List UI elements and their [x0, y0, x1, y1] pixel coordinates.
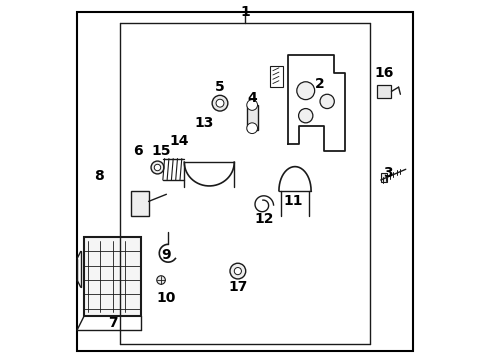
Text: 5: 5 [215, 80, 225, 94]
Text: 6: 6 [133, 144, 143, 158]
Text: 11: 11 [284, 194, 303, 208]
Text: 7: 7 [108, 316, 118, 330]
Bar [381, 173, 387, 182]
Text: 4: 4 [247, 91, 257, 105]
Circle shape [151, 161, 164, 174]
Circle shape [216, 99, 224, 107]
Text: 8: 8 [94, 170, 103, 184]
Text: 17: 17 [228, 280, 247, 294]
Text: 1: 1 [240, 5, 250, 19]
Circle shape [157, 276, 165, 284]
Circle shape [230, 263, 245, 279]
Text: 16: 16 [375, 66, 394, 80]
Circle shape [234, 267, 242, 275]
Text: 14: 14 [169, 134, 189, 148]
Circle shape [154, 164, 161, 171]
Bar [131, 191, 148, 216]
Bar [247, 105, 258, 130]
Bar [270, 66, 283, 87]
Text: 12: 12 [255, 212, 274, 226]
Text: 13: 13 [194, 116, 214, 130]
Circle shape [247, 100, 258, 111]
Bar [84, 237, 142, 316]
Text: 15: 15 [151, 144, 171, 158]
Circle shape [320, 94, 334, 109]
Circle shape [212, 95, 228, 111]
Text: 9: 9 [162, 248, 171, 262]
Text: 10: 10 [157, 291, 176, 305]
Circle shape [297, 82, 315, 100]
Text: 3: 3 [383, 166, 392, 180]
Circle shape [247, 123, 258, 134]
Circle shape [298, 109, 313, 123]
Text: 2: 2 [315, 77, 325, 91]
Bar [377, 85, 392, 98]
